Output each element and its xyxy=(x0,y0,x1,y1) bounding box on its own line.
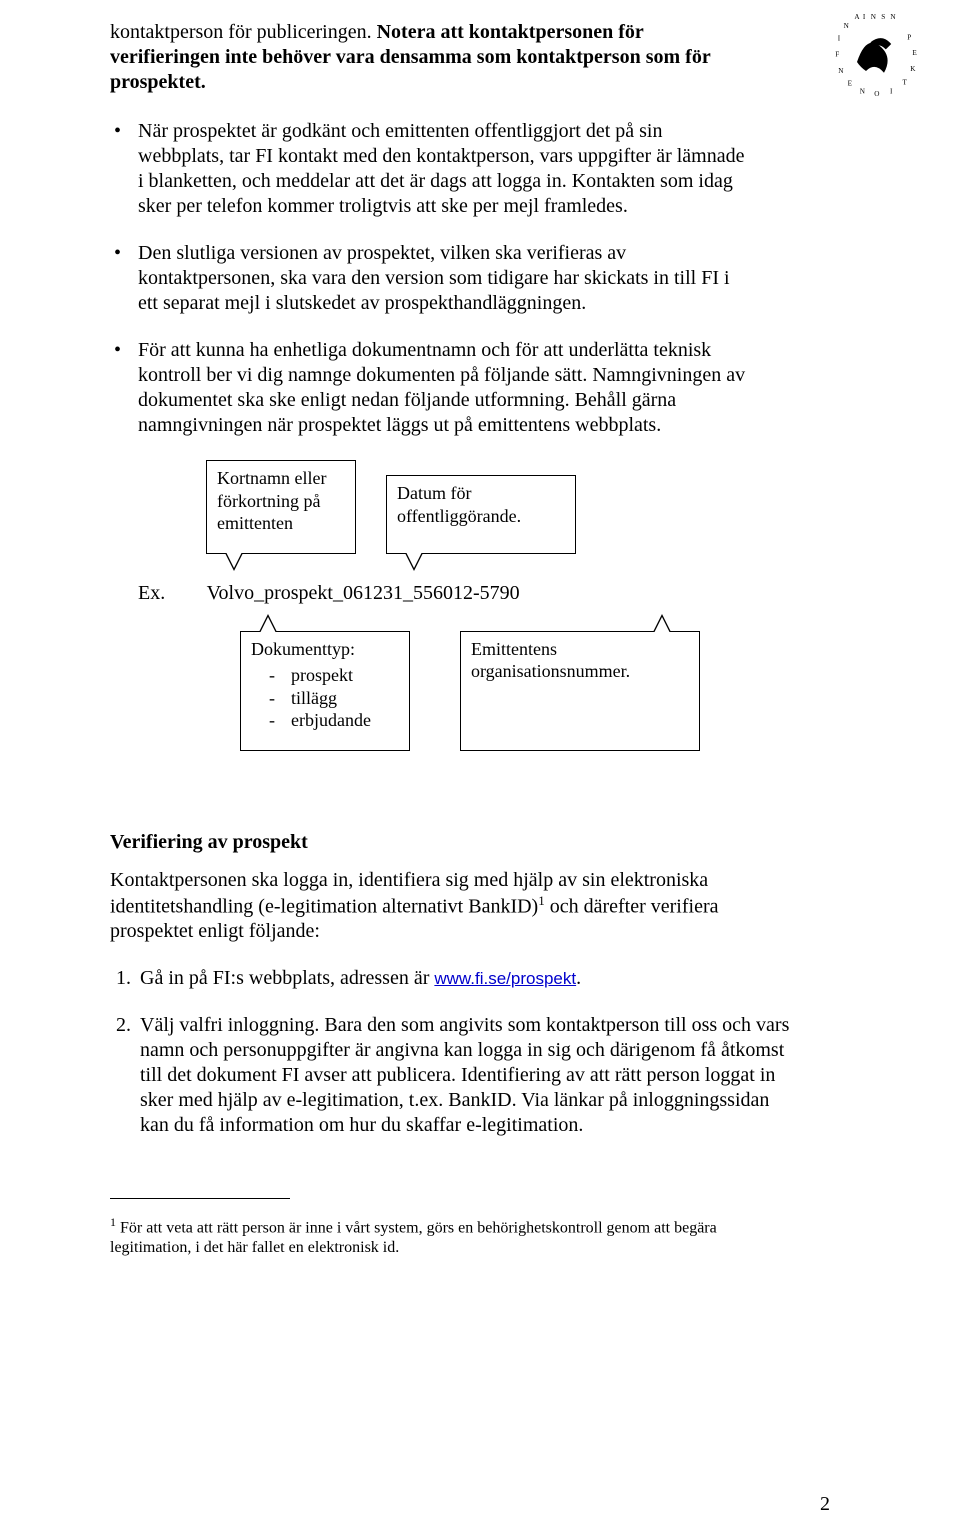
intro-paragraph: kontaktperson för publiceringen. Notera … xyxy=(110,20,720,95)
callout-shortname: Kortnamn eller förkortning på emittenten xyxy=(206,460,356,554)
svg-text:N: N xyxy=(844,22,850,30)
svg-text:P: P xyxy=(907,34,911,42)
svg-text:K: K xyxy=(910,65,916,73)
bullet-item: Den slutliga versionen av prospektet, vi… xyxy=(110,241,750,316)
svg-text:I: I xyxy=(890,88,893,96)
bullet-item: För att kunna ha enhetliga dokumentnamn … xyxy=(110,338,750,438)
svg-text:N: N xyxy=(838,67,844,75)
doctype-item: tillägg xyxy=(269,687,399,710)
svg-text:N: N xyxy=(890,13,896,21)
step-item: Välj valfri inloggning. Bara den som ang… xyxy=(136,1013,796,1138)
example-value: Volvo_prospekt_061231_556012-5790 xyxy=(207,582,520,604)
callout-date: Datum för offentliggörande. xyxy=(386,475,576,554)
callout-orgnum: Emittentens organisationsnummer. xyxy=(460,631,700,751)
svg-text:F: F xyxy=(835,51,839,59)
svg-text:O: O xyxy=(874,90,879,98)
svg-text:I N S: I N S xyxy=(863,13,887,21)
svg-text:I: I xyxy=(838,34,841,42)
svg-text:T: T xyxy=(903,79,908,87)
verify-intro-paragraph: Kontaktpersonen ska logga in, identifier… xyxy=(110,868,790,945)
svg-text:N: N xyxy=(860,88,866,96)
step1-text-a: Gå in på FI:s webbplats, adressen är xyxy=(140,967,434,989)
doctype-item: erbjudande xyxy=(269,709,399,732)
intro-text-a: kontaktperson för publiceringen. xyxy=(110,21,377,43)
example-line: Ex. Volvo_prospekt_061231_556012-5790 xyxy=(138,582,830,605)
svg-text:A: A xyxy=(854,13,860,21)
callout-orgnum-text: Emittentens organisationsnummer. xyxy=(471,639,630,682)
bullet-item: När prospektet är godkänt och emittenten… xyxy=(110,119,750,219)
doctype-sublist: prospekt tillägg erbjudande xyxy=(251,660,399,732)
section-heading: Verifiering av prospekt xyxy=(110,831,830,854)
numbered-steps: Gå in på FI:s webbplats, adressen är www… xyxy=(110,966,830,1138)
bullet-list: När prospektet är godkänt och emittenten… xyxy=(110,119,830,438)
fi-logo: I N S P E K T I O N E N F I N A N xyxy=(830,8,920,98)
step-item: Gå in på FI:s webbplats, adressen är www… xyxy=(136,966,796,991)
callout-row-bottom: Dokumenttyp: prospekt tillägg erbjudande… xyxy=(240,631,830,751)
example-label: Ex. xyxy=(138,582,202,605)
footnote: 1 För att veta att rätt person är inne i… xyxy=(110,1215,790,1257)
callout-row-top: Kortnamn eller förkortning på emittenten… xyxy=(206,460,830,554)
footnote-text: För att veta att rätt person är inne i v… xyxy=(110,1219,717,1255)
doctype-item: prospekt xyxy=(269,664,399,687)
prospekt-link[interactable]: www.fi.se/prospekt xyxy=(434,969,576,988)
callout-date-text: Datum för offentliggörande. xyxy=(397,483,521,526)
svg-text:E: E xyxy=(848,79,853,87)
footnote-rule xyxy=(110,1198,290,1199)
callout-shortname-text: Kortnamn eller förkortning på emittenten xyxy=(217,468,326,533)
callout-doctype-title: Dokumenttyp: xyxy=(251,638,399,661)
page-number: 2 xyxy=(820,1493,830,1516)
svg-text:E: E xyxy=(912,49,917,57)
step1-text-b: . xyxy=(576,967,581,989)
callout-doctype: Dokumenttyp: prospekt tillägg erbjudande xyxy=(240,631,410,751)
